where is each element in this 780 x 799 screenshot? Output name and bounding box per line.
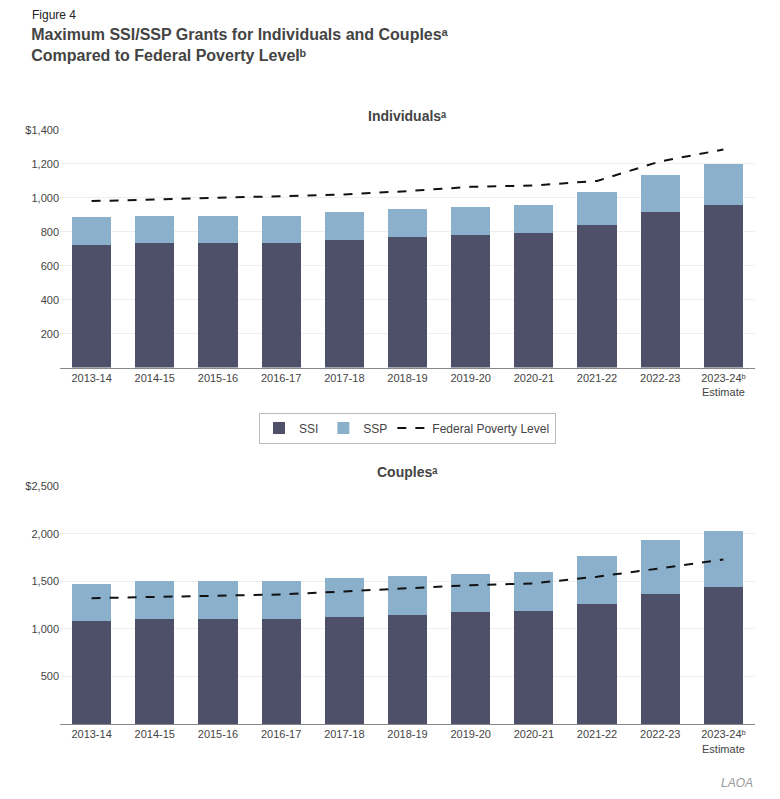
svg-text:2022-23: 2022-23 <box>640 372 680 384</box>
svg-text:2018-19: 2018-19 <box>387 372 427 384</box>
svg-text:2015-16: 2015-16 <box>198 372 238 384</box>
svg-text:2018-19: 2018-19 <box>387 728 427 740</box>
svg-text:Figure 4: Figure 4 <box>32 8 76 22</box>
svg-text:Maximum SSI/SSP Grants for Ind: Maximum SSI/SSP Grants for Individuals a… <box>31 26 448 64</box>
svg-text:200: 200 <box>41 328 59 340</box>
svg-text:2015-16: 2015-16 <box>198 728 238 740</box>
svg-text:2023-24ᵇEstimate: 2023-24ᵇEstimate <box>701 728 746 754</box>
svg-text:2017-18: 2017-18 <box>324 728 364 740</box>
svg-text:500: 500 <box>41 670 59 682</box>
svg-text:SSP: SSP <box>363 422 387 436</box>
svg-text:1,000: 1,000 <box>31 192 59 204</box>
svg-text:400: 400 <box>41 294 59 306</box>
svg-text:2020-21: 2020-21 <box>514 728 554 740</box>
svg-text:2021-22: 2021-22 <box>577 728 617 740</box>
svg-text:2021-22: 2021-22 <box>577 372 617 384</box>
svg-text:1,000: 1,000 <box>31 623 59 635</box>
svg-text:2022-23: 2022-23 <box>640 728 680 740</box>
svg-text:2014-15: 2014-15 <box>135 728 175 740</box>
svg-text:Federal Poverty Level: Federal Poverty Level <box>432 422 549 436</box>
svg-text:SSI: SSI <box>299 422 318 436</box>
svg-text:Individualsᵃ: Individualsᵃ <box>368 108 447 124</box>
svg-text:2016-17: 2016-17 <box>261 372 301 384</box>
svg-text:600: 600 <box>41 260 59 272</box>
svg-text:2019-20: 2019-20 <box>450 728 490 740</box>
svg-text:1,200: 1,200 <box>31 158 59 170</box>
svg-text:2,000: 2,000 <box>31 528 59 540</box>
svg-text:800: 800 <box>41 226 59 238</box>
svg-text:1,500: 1,500 <box>31 575 59 587</box>
svg-text:$1,400: $1,400 <box>25 124 59 136</box>
svg-text:2013-14: 2013-14 <box>71 728 111 740</box>
svg-text:2014-15: 2014-15 <box>135 372 175 384</box>
svg-text:$2,500: $2,500 <box>25 480 59 492</box>
svg-text:2020-21: 2020-21 <box>514 372 554 384</box>
svg-text:2013-14: 2013-14 <box>71 372 111 384</box>
svg-text:2016-17: 2016-17 <box>261 728 301 740</box>
svg-text:Couplesᵃ: Couplesᵃ <box>377 464 438 480</box>
svg-text:2017-18: 2017-18 <box>324 372 364 384</box>
svg-text:2023-24ᵇEstimate: 2023-24ᵇEstimate <box>701 372 746 398</box>
svg-text:LAOA: LAOA <box>721 776 753 790</box>
svg-text:2019-20: 2019-20 <box>450 372 490 384</box>
